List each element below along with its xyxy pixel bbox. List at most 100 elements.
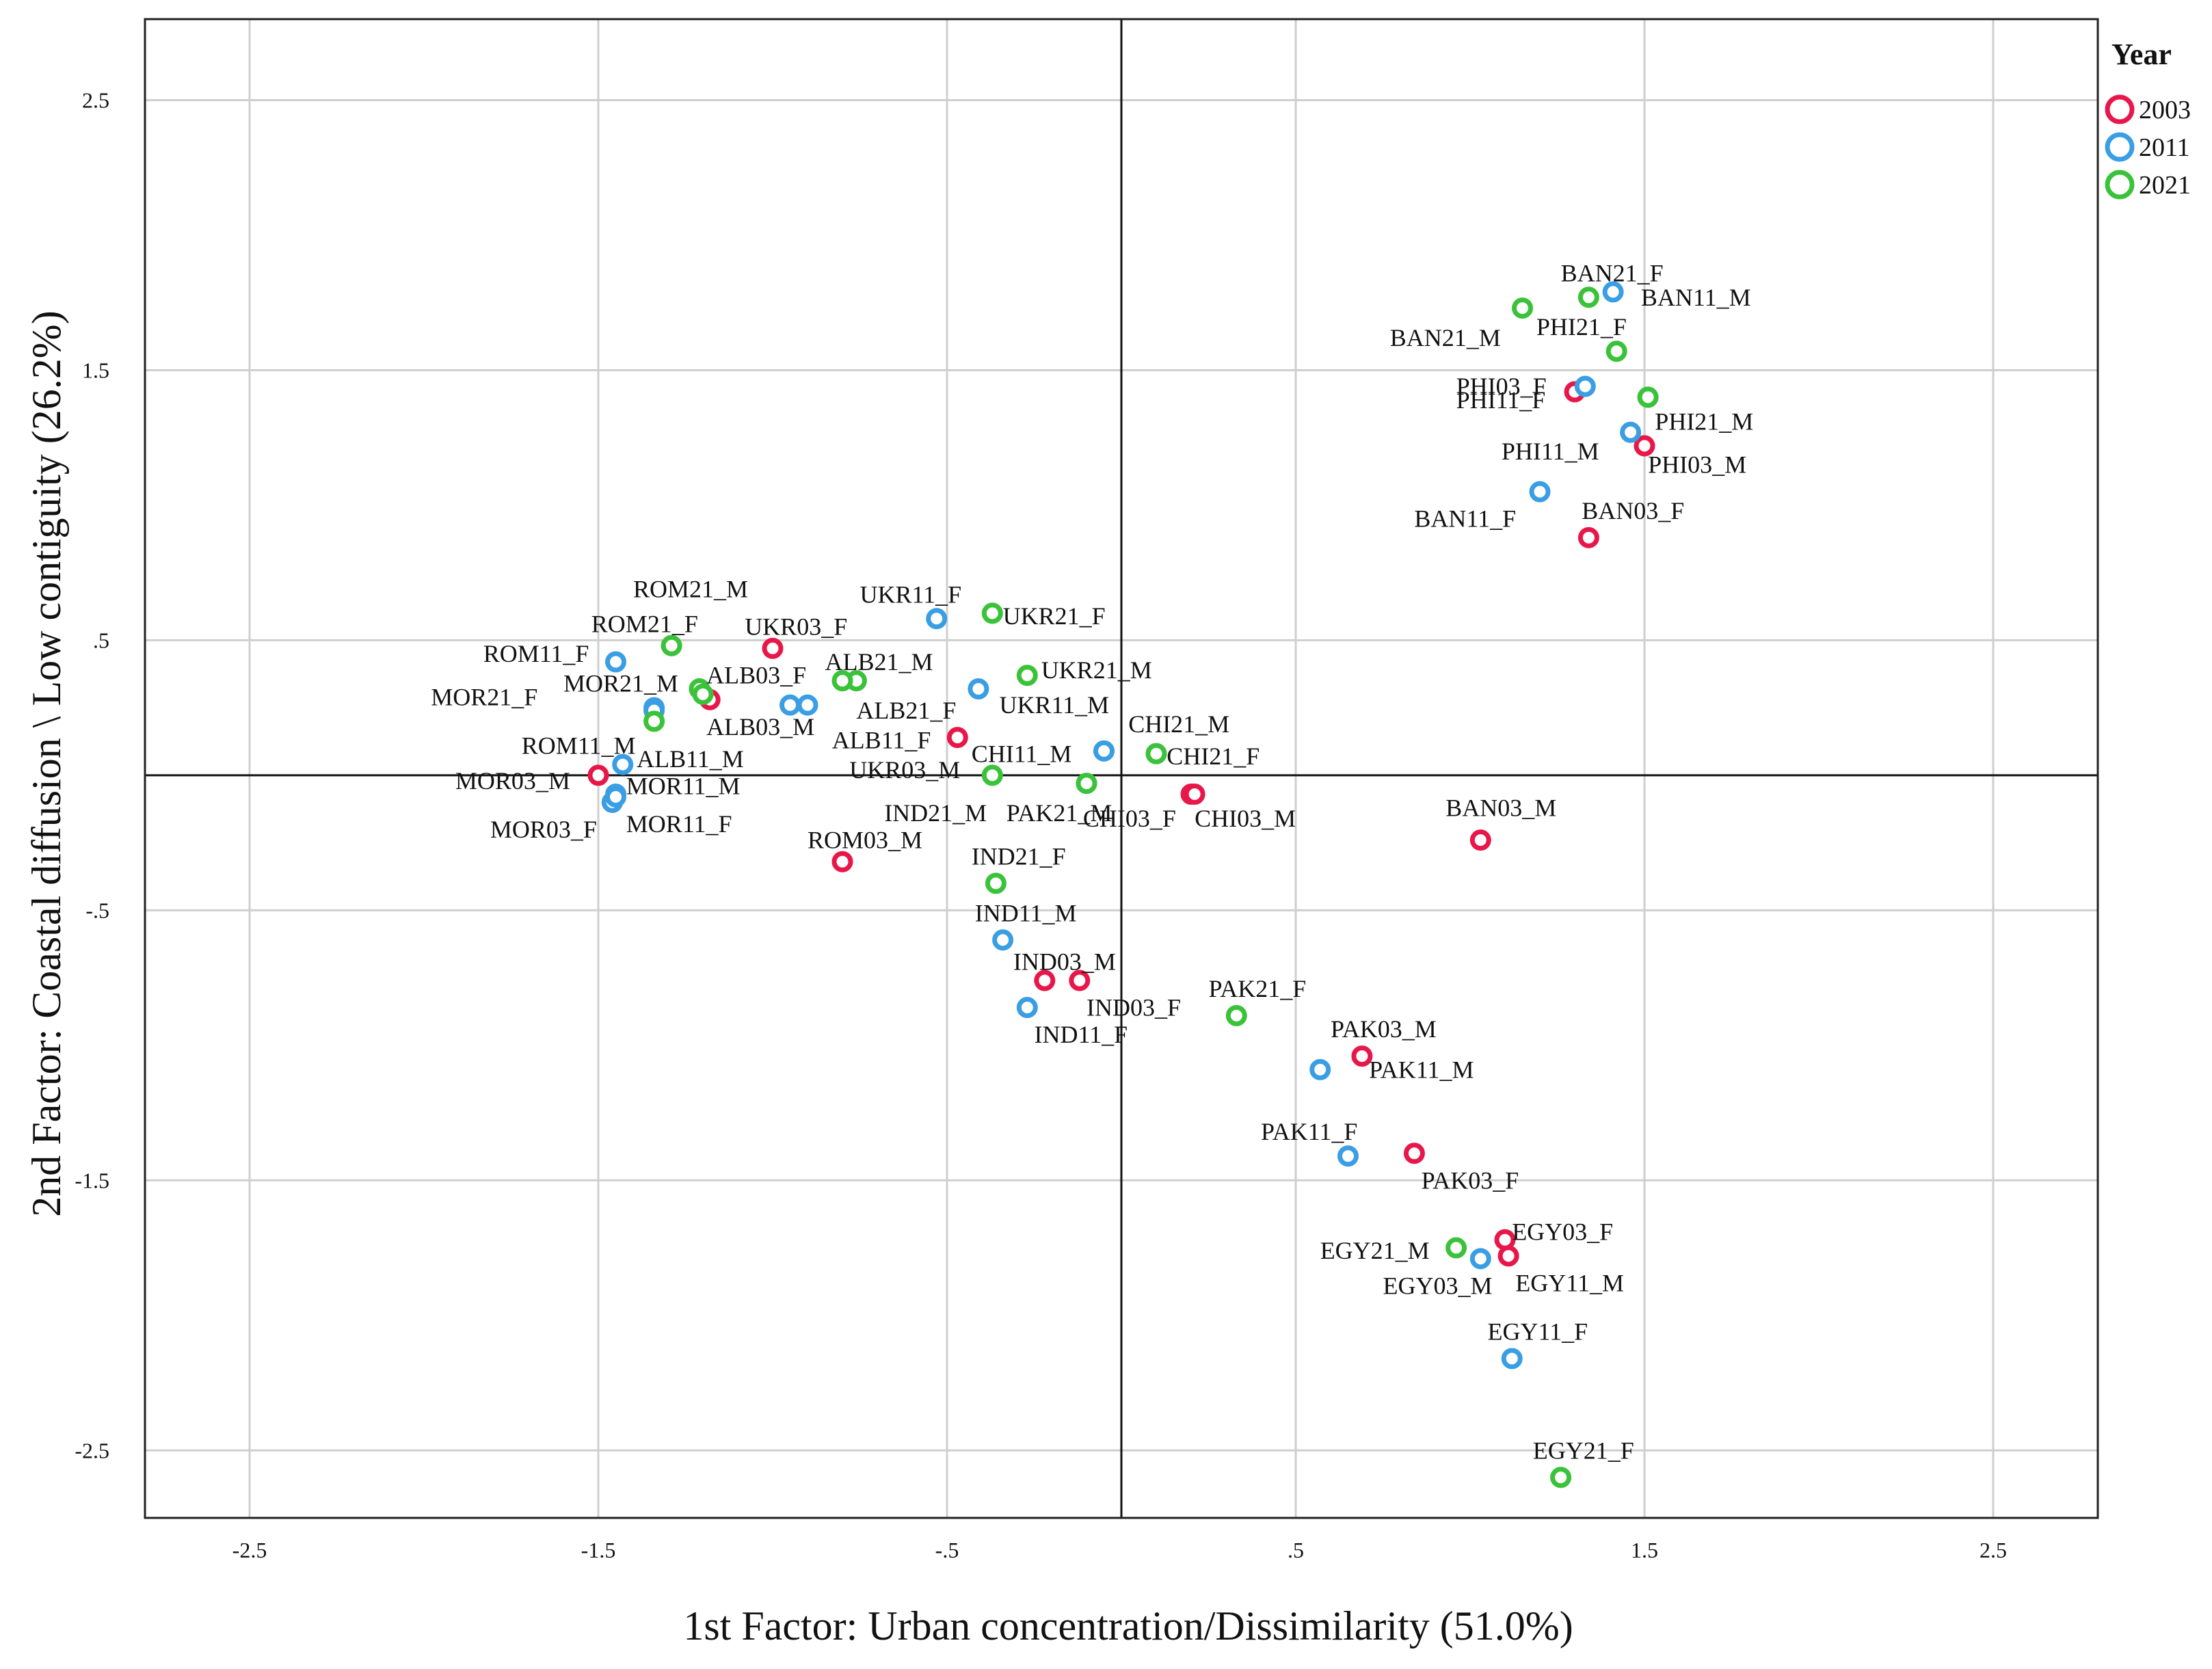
point-label: MOR03_M: [455, 767, 570, 795]
point-label: MOR21_F: [431, 683, 537, 710]
point-label: PAK11_M: [1369, 1056, 1474, 1083]
point-marker-2003: [587, 764, 609, 786]
point-marker-2021: [1605, 341, 1627, 362]
point-label: ALB11_M: [637, 745, 744, 773]
y-tick-label: -1.5: [75, 1168, 109, 1192]
point-marker-2021: [1145, 743, 1167, 764]
point-label: PHI03_M: [1648, 451, 1746, 479]
x-tick-label: -2.5: [232, 1538, 267, 1562]
point-marker-2011: [1602, 281, 1624, 303]
point-marker-2011: [797, 694, 818, 716]
point-marker-2021: [1016, 665, 1038, 686]
point-label: EGY21_F: [1533, 1437, 1634, 1464]
x-tick-label: -.5: [935, 1538, 959, 1562]
legend-label-2011: 2011: [2139, 133, 2190, 162]
legend-entries: 2003 2011 2021: [2105, 94, 2191, 200]
point-label: ALB21_F: [856, 697, 956, 724]
legend-marker-2021: [2105, 170, 2135, 200]
point-label: CHI03_F: [1083, 805, 1176, 832]
point-label: EGY11_M: [1515, 1269, 1624, 1296]
point-marker-2011: [605, 786, 626, 807]
point-label: PHI11_F: [1456, 386, 1546, 414]
vertical-gridlines: [248, 19, 1995, 1518]
point-label: MOR11_F: [626, 810, 732, 838]
x-axis-tick-labels: -2.5 -1.5 -.5 .5 1.5 2.5: [232, 1538, 2007, 1562]
point-marker-2003: [946, 727, 968, 749]
point-marker-2003: [762, 637, 784, 659]
point-marker-2011: [992, 929, 1014, 951]
x-tick-label: 1.5: [1631, 1538, 1658, 1562]
point-label: CHI21_F: [1167, 743, 1260, 770]
x-tick-label: 2.5: [1980, 1538, 2007, 1562]
point-marker-2021: [1577, 286, 1599, 308]
scatter-points: [587, 281, 1659, 1488]
point-label: IND03_M: [1013, 948, 1116, 975]
point-marker-2021: [1445, 1237, 1467, 1259]
point-label: CHI21_M: [1128, 710, 1229, 738]
point-marker-2011: [968, 678, 989, 699]
point-label: ALB21_M: [825, 648, 933, 676]
point-marker-2011: [1574, 375, 1596, 397]
point-label: PHI03_F: [1456, 373, 1547, 400]
point-marker-2021: [1076, 773, 1097, 795]
point-marker-2011: [1501, 1348, 1523, 1370]
point-label: UKR21_F: [1003, 602, 1106, 630]
point-marker-2011: [1016, 997, 1038, 1019]
point-marker-2021: [692, 683, 714, 705]
point-label: UKR03_M: [849, 756, 960, 784]
point-marker-2003: [1351, 1045, 1373, 1067]
y-axis-tick-labels: 2.5 1.5 .5 -.5 -1.5 -2.5: [75, 88, 109, 1463]
legend-label-2003: 2003: [2139, 96, 2191, 124]
point-marker-2011: [612, 753, 634, 775]
legend-marker-2011: [2105, 132, 2135, 162]
point-marker-2021: [643, 710, 665, 732]
point-label: PAK21_F: [1209, 975, 1307, 1002]
point-marker-2011: [1309, 1058, 1331, 1080]
point-marker-2003: [1034, 970, 1056, 991]
point-marker-2011: [926, 608, 948, 630]
point-label: CHI03_M: [1195, 805, 1296, 832]
point-marker-2011: [1093, 740, 1115, 762]
point-marker-2003: [1497, 1245, 1519, 1267]
point-label: UKR11_M: [1000, 691, 1110, 719]
point-marker-2011: [779, 694, 801, 716]
point-label: ROM11_F: [483, 640, 589, 667]
point-label: BAN11_F: [1414, 505, 1516, 533]
point-marker-2003: [831, 851, 853, 872]
point-label: PHI21_F: [1536, 313, 1627, 341]
point-label: UKR11_F: [860, 580, 962, 608]
y-tick-label: .5: [93, 628, 109, 652]
point-marker-2003: [1184, 784, 1205, 805]
point-label: PAK21_M: [1007, 799, 1112, 827]
point-marker-2021: [1637, 386, 1659, 408]
point-marker-2003: [1577, 526, 1599, 548]
point-label: EGY03_F: [1512, 1218, 1613, 1245]
point-marker-2003: [1494, 1229, 1516, 1251]
y-axis-title: 2nd Factor: Coastal diffusion \ Low cont…: [24, 310, 69, 1216]
point-label: ROM21_F: [591, 611, 698, 638]
legend-title: Year: [2111, 38, 2172, 71]
point-label: IND11_F: [1035, 1021, 1128, 1048]
point-label: BAN03_M: [1445, 794, 1556, 821]
point-marker-2003: [1069, 970, 1091, 991]
point-label: PAK03_M: [1331, 1015, 1437, 1043]
point-marker-2003: [1469, 829, 1491, 851]
point-label: BAN03_F: [1582, 497, 1684, 524]
reference-lines: [145, 19, 2098, 1518]
point-labels: BAN03_F BAN03_M PHI03_M PHI11_F UKR03_F ALB03…: [431, 259, 1753, 1464]
legend-marker-2003: [2105, 94, 2135, 124]
point-marker-2021: [831, 670, 853, 692]
point-label: MOR21_M: [563, 670, 678, 697]
point-marker-2003: [1403, 1143, 1425, 1164]
point-label: BAN21_F: [1561, 259, 1664, 286]
point-marker-2011: [1620, 421, 1642, 443]
point-label: UKR21_M: [1041, 656, 1152, 684]
point-label: ALB11_F: [832, 727, 931, 754]
point-marker-2021: [985, 872, 1007, 894]
point-label: IND03_F: [1087, 994, 1181, 1022]
point-label: ALB03_F: [706, 662, 806, 689]
point-label: MOR11_M: [626, 773, 741, 800]
point-label: EGY11_F: [1488, 1318, 1588, 1345]
